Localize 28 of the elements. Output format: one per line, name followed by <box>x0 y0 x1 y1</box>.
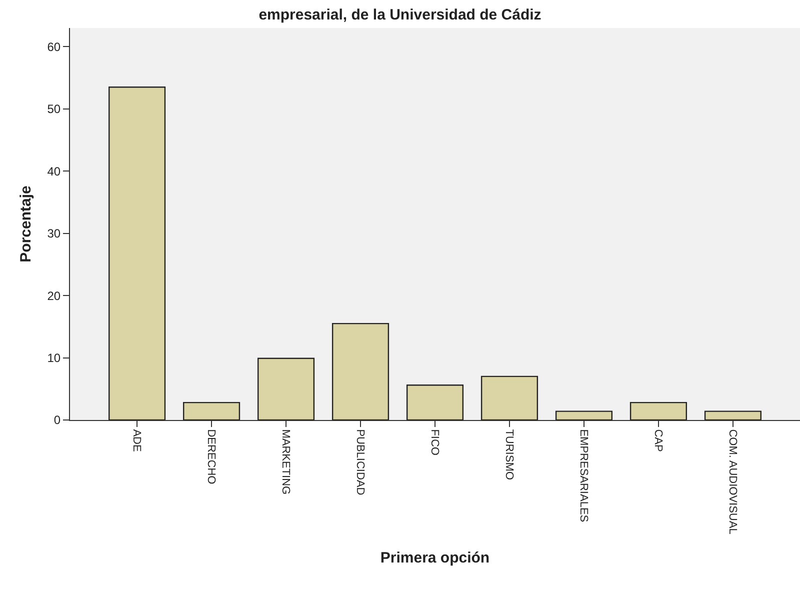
y-tick-label: 30 <box>47 226 61 241</box>
y-axis-title: Porcentaje <box>17 186 34 262</box>
bar <box>257 358 315 420</box>
x-tick-label: TURISMO <box>502 429 515 480</box>
bar <box>332 322 390 420</box>
y-tick-label: 60 <box>47 40 61 54</box>
y-tick-label: 50 <box>47 102 61 116</box>
x-axis-title: Primera opción <box>380 549 490 566</box>
x-tick-label: PUBLICIDAD <box>354 429 366 496</box>
bar <box>704 410 762 420</box>
chart-title: empresarial, de la Universidad de Cádiz <box>258 6 542 24</box>
bar <box>555 410 613 420</box>
x-tick-label: DERECHO <box>204 429 217 485</box>
x-tick-label: ADE <box>130 429 142 452</box>
bar <box>183 402 240 420</box>
bar <box>108 86 166 420</box>
y-tick-label: 10 <box>47 350 61 365</box>
bar <box>480 376 538 420</box>
x-tick-label: FICO <box>428 429 440 456</box>
x-tick-label: COM. AUDIOVISUAL <box>726 429 738 534</box>
y-tick-label: 40 <box>47 164 61 178</box>
x-tick-label: EMPRESARIALES <box>577 429 590 522</box>
bar <box>406 384 464 420</box>
y-tick-label: 20 <box>47 288 61 303</box>
y-tick-label: 0 <box>54 413 61 428</box>
bar <box>630 402 687 420</box>
x-tick-label: CAP <box>652 429 664 452</box>
x-tick-label: MARKETING <box>279 429 292 495</box>
